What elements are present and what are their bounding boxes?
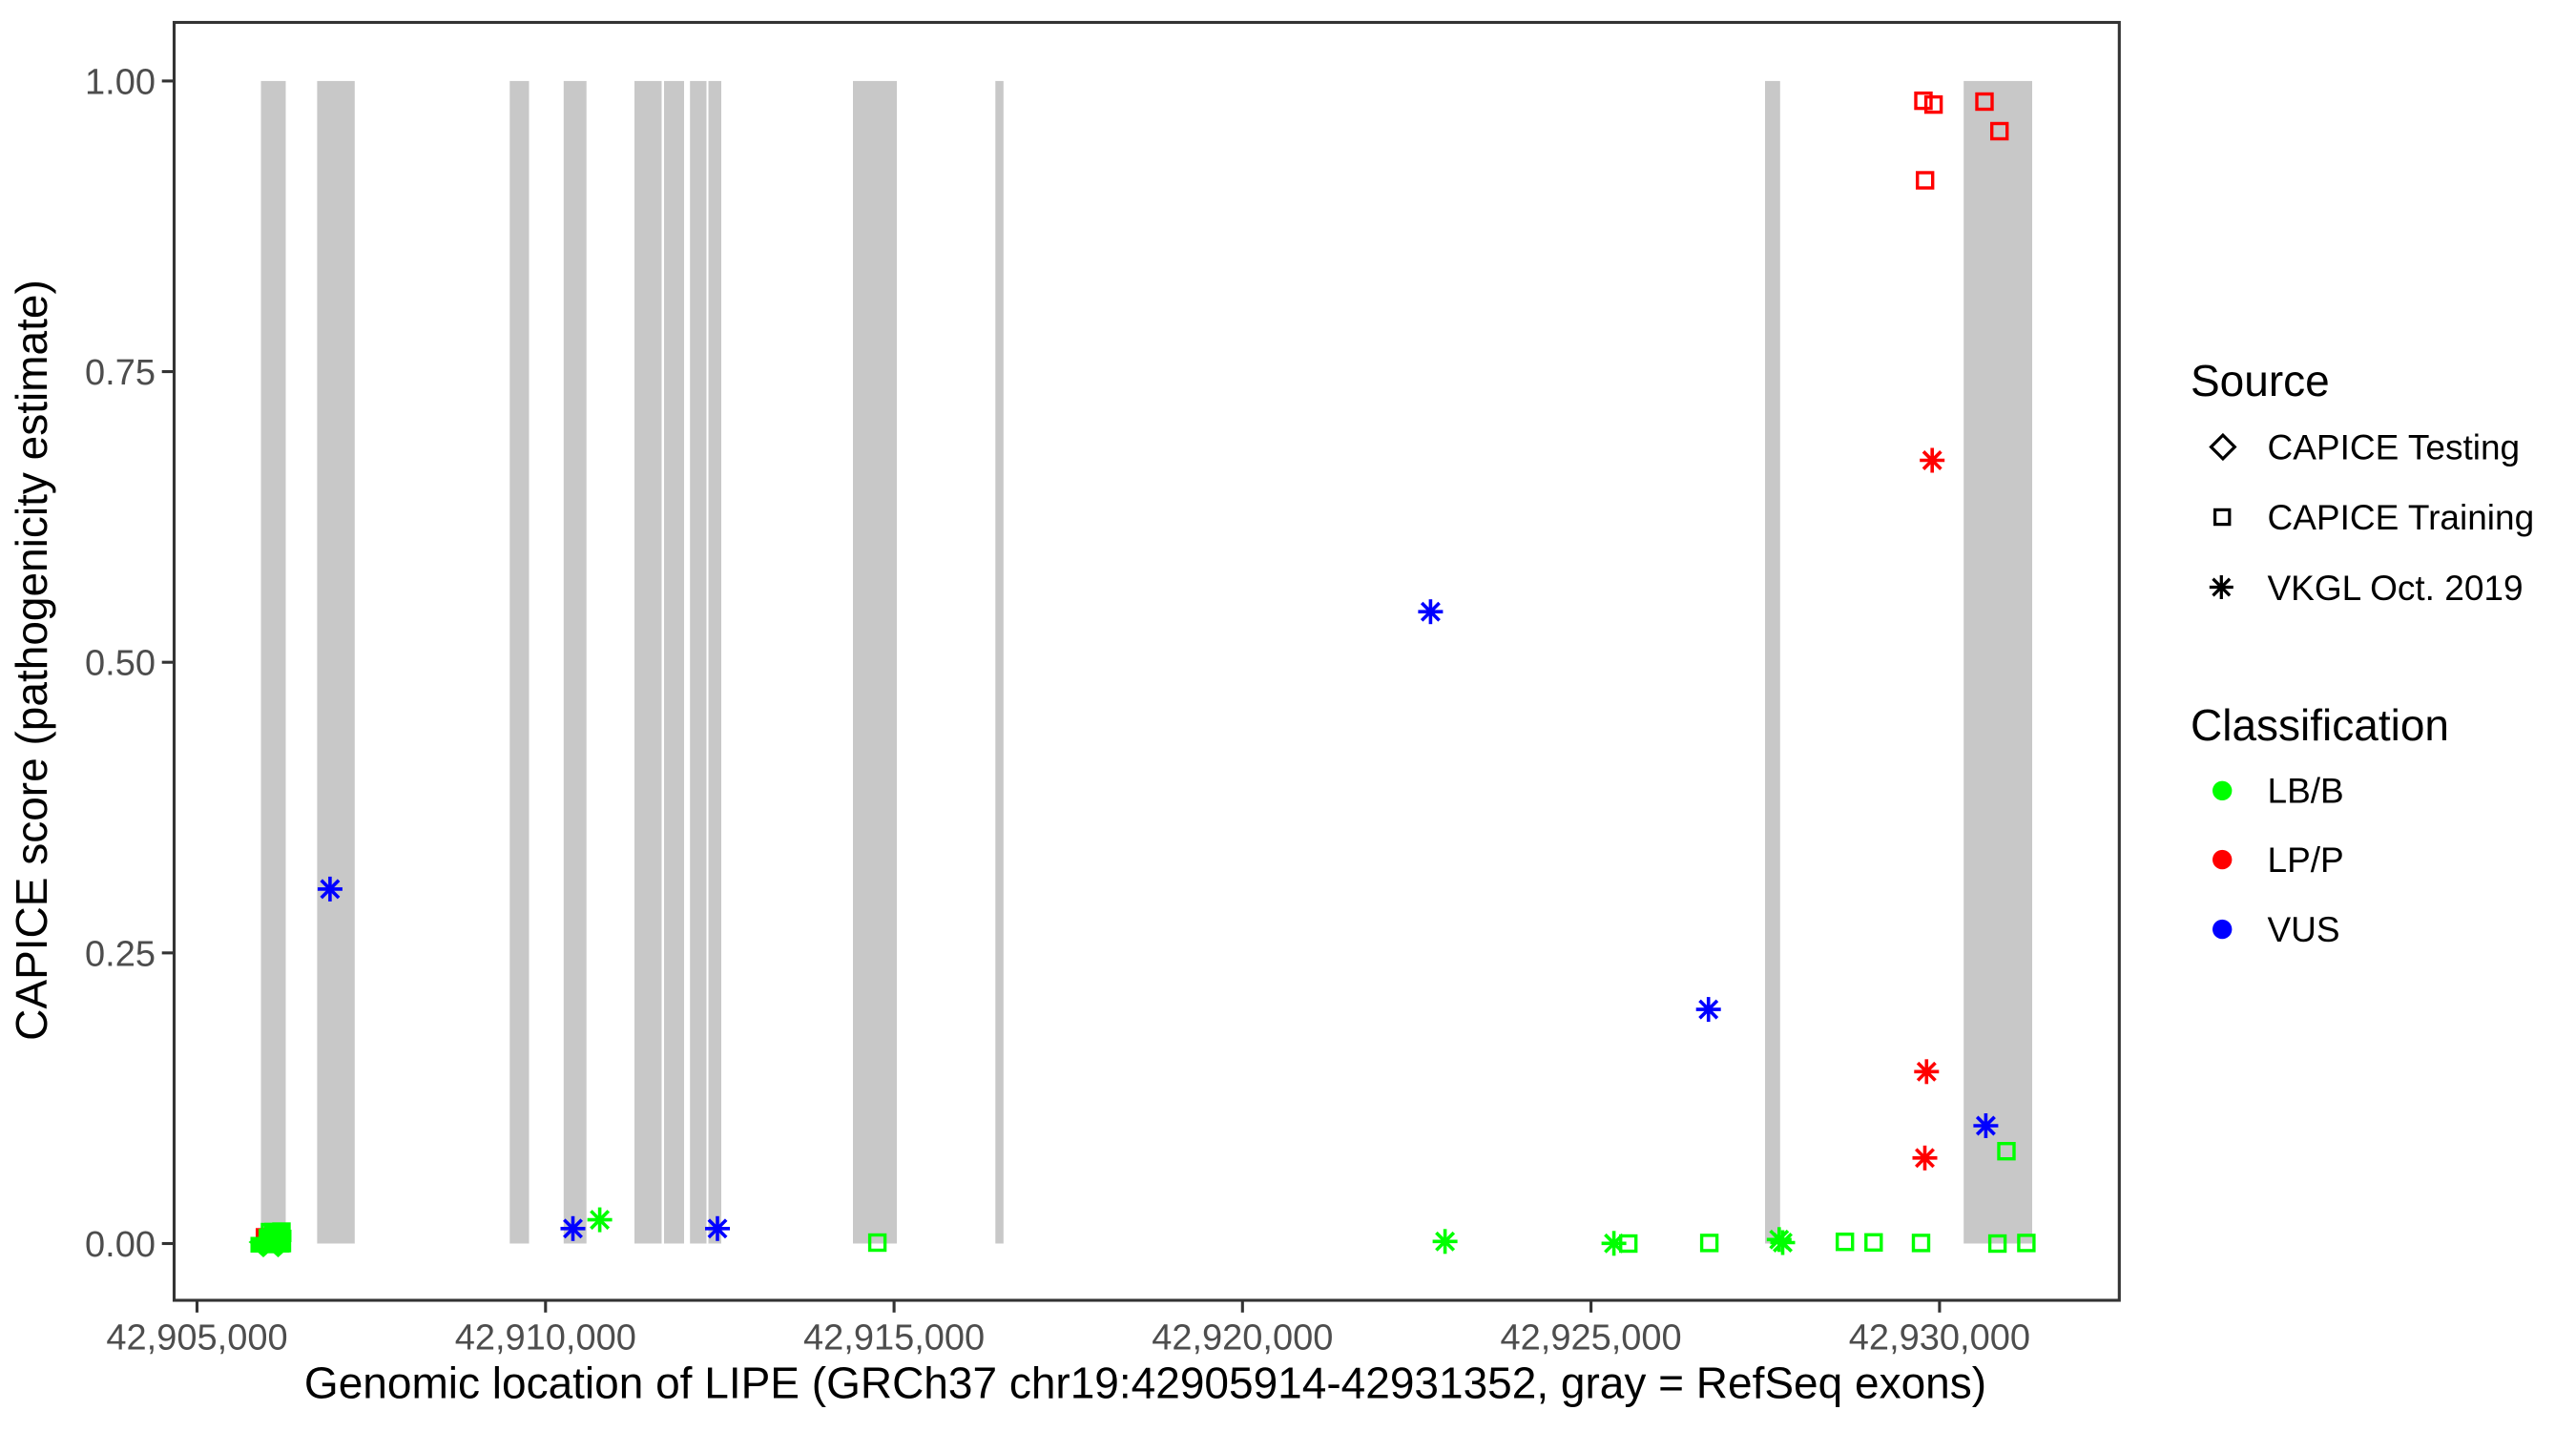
svg-text:42,920,000: 42,920,000	[1152, 1317, 1333, 1358]
svg-text:1.00: 1.00	[85, 62, 156, 102]
svg-text:0.00: 0.00	[85, 1225, 156, 1265]
svg-text:CAPICE score (pathogenicity es: CAPICE score (pathogenicity estimate)	[7, 280, 56, 1041]
svg-text:0.50: 0.50	[85, 644, 156, 684]
svg-text:42,930,000: 42,930,000	[1849, 1317, 2030, 1358]
svg-text:42,915,000: 42,915,000	[803, 1317, 985, 1358]
svg-text:VUS: VUS	[2268, 910, 2340, 949]
svg-text:42,905,000: 42,905,000	[106, 1317, 287, 1358]
svg-text:Source: Source	[2191, 356, 2330, 405]
svg-text:VKGL Oct. 2019: VKGL Oct. 2019	[2268, 569, 2524, 608]
svg-text:LB/B: LB/B	[2268, 772, 2344, 811]
svg-text:42,910,000: 42,910,000	[455, 1317, 636, 1358]
svg-text:CAPICE Training: CAPICE Training	[2268, 498, 2535, 537]
svg-text:CAPICE Testing: CAPICE Testing	[2268, 427, 2521, 467]
svg-text:Genomic location of LIPE (GRCh: Genomic location of LIPE (GRCh37 chr19:4…	[304, 1358, 1986, 1408]
svg-text:Classification: Classification	[2191, 700, 2449, 750]
svg-text:42,925,000: 42,925,000	[1501, 1317, 1682, 1358]
svg-text:0.75: 0.75	[85, 353, 156, 393]
svg-text:LP/P: LP/P	[2268, 840, 2344, 880]
svg-text:0.25: 0.25	[85, 934, 156, 974]
